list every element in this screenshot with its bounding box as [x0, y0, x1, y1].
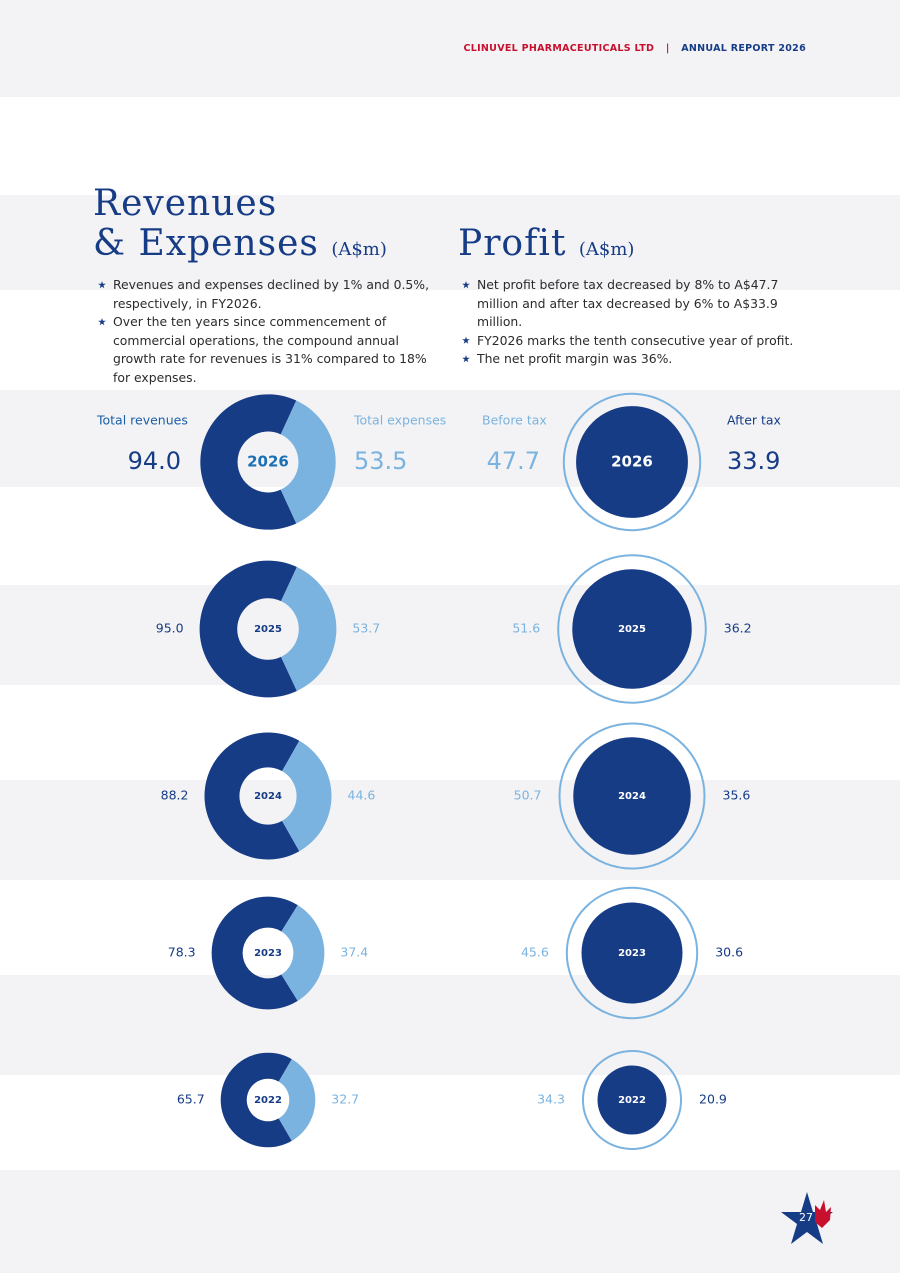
- background-band: [0, 0, 900, 97]
- revenue-segment: [211, 896, 298, 1010]
- separator: |: [665, 43, 670, 54]
- before-tax-ring: [558, 722, 706, 870]
- logo: 27: [781, 1192, 833, 1244]
- revenue-value: 95.0: [156, 621, 184, 636]
- section-title: Profit (A$m): [458, 224, 634, 270]
- report-name: ANNUAL REPORT 2026: [681, 43, 806, 54]
- bullet: Over the ten years since commencement of…: [96, 313, 431, 387]
- expense-segment: [281, 905, 325, 1001]
- revenue-segment: [220, 1052, 292, 1148]
- company-name: CLINUVEL PHARMACEUTICALS LTD: [463, 43, 655, 54]
- year-label: 2022: [618, 1095, 646, 1106]
- after-tax-value: 36.2: [724, 621, 752, 636]
- logo-star: [781, 1192, 833, 1244]
- title-unit: (A$m): [578, 239, 635, 260]
- before-tax-ring: [581, 1049, 683, 1151]
- revenue-value: 65.7: [177, 1092, 205, 1107]
- after-tax-disc: [576, 406, 688, 518]
- before-tax-value: 34.3: [537, 1092, 565, 1107]
- revenue-segment: [199, 560, 297, 698]
- bullet: FY2026 marks the tenth consecutive year …: [460, 332, 795, 351]
- bullet: The net profit margin was 36%.: [460, 350, 795, 369]
- year-label: 2023: [254, 948, 282, 959]
- expense-segment: [281, 567, 337, 691]
- after-tax-value: 35.6: [723, 788, 751, 803]
- expense-segment: [282, 740, 332, 852]
- after-tax-disc: [581, 902, 683, 1004]
- after-tax-value: 30.6: [715, 945, 743, 960]
- background-band: [0, 1170, 900, 1273]
- revenue-value: 78.3: [168, 945, 196, 960]
- page-number: 27: [799, 1211, 813, 1224]
- before-tax-ring: [557, 554, 707, 704]
- column-label: After tax: [727, 413, 781, 428]
- after-tax-disc: [572, 569, 692, 689]
- bullet: Revenues and expenses declined by 1% and…: [96, 276, 431, 313]
- before-tax-value: 45.6: [521, 945, 549, 960]
- background-band: [0, 390, 900, 487]
- expense-segment: [278, 1059, 316, 1141]
- revenue-value: 88.2: [161, 788, 189, 803]
- background-band: [0, 195, 900, 290]
- after-tax-disc: [597, 1065, 667, 1135]
- year-label: 2022: [254, 1095, 282, 1106]
- background-band: [0, 780, 900, 880]
- revenue-segment: [200, 394, 297, 530]
- expense-value: 53.7: [352, 621, 380, 636]
- year-label: 2025: [618, 624, 646, 635]
- before-tax-value: 47.7: [487, 447, 540, 475]
- bullet: Net profit before tax decreased by 8% to…: [460, 276, 795, 332]
- year-label: 2024: [254, 791, 282, 802]
- bullet-list: Net profit before tax decreased by 8% to…: [460, 276, 795, 369]
- title-unit: (A$m): [331, 239, 387, 260]
- expense-value: 44.6: [348, 788, 376, 803]
- before-tax-value: 51.6: [512, 621, 540, 636]
- background-band: [0, 585, 900, 685]
- after-tax-value: 20.9: [699, 1092, 727, 1107]
- before-tax-ring: [562, 392, 702, 532]
- column-label: Before tax: [482, 413, 547, 428]
- after-tax-disc: [573, 737, 691, 855]
- bullet-list: Revenues and expenses declined by 1% and…: [96, 276, 431, 387]
- expense-value: 37.4: [340, 945, 368, 960]
- year-label: 2026: [247, 453, 289, 471]
- year-label: 2023: [618, 948, 646, 959]
- section-title: Revenues & Expenses (A$m): [93, 184, 387, 270]
- expense-segment: [280, 400, 336, 524]
- revenue-segment: [204, 732, 300, 860]
- expense-value: 32.7: [331, 1092, 359, 1107]
- year-label: 2025: [254, 624, 282, 635]
- expense-value: 53.5: [354, 447, 407, 475]
- year-label: 2026: [611, 453, 653, 471]
- title-text: & Expenses: [93, 223, 319, 264]
- year-label: 2024: [618, 791, 646, 802]
- title-line: & Expenses (A$m): [93, 224, 387, 270]
- column-label: Total revenues: [96, 413, 188, 428]
- before-tax-ring: [565, 886, 699, 1020]
- column-label: Total expenses: [353, 413, 446, 428]
- before-tax-value: 50.7: [514, 788, 542, 803]
- logo-leaf: [815, 1200, 831, 1228]
- after-tax-value: 33.9: [727, 447, 780, 475]
- header: CLINUVEL PHARMACEUTICALS LTD | ANNUAL RE…: [463, 43, 806, 54]
- background-band: [0, 975, 900, 1075]
- revenue-value: 94.0: [128, 447, 181, 475]
- title-text: Profit: [458, 223, 567, 264]
- title-line: Revenues: [93, 183, 278, 224]
